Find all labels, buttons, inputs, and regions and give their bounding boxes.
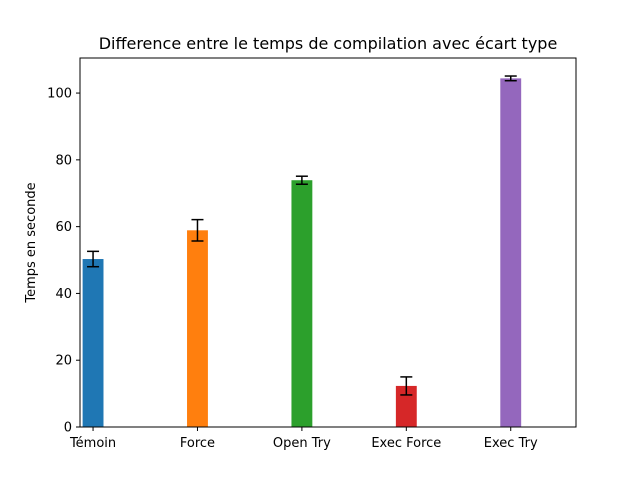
x-tick-label: Exec Force: [371, 436, 441, 451]
bar: [500, 78, 522, 428]
x-tick-label: Témoin: [69, 436, 116, 451]
y-tick-label: 0: [64, 421, 72, 436]
x-tick-label: Open Try: [273, 436, 331, 451]
y-tick-label: 80: [55, 153, 72, 168]
y-tick-label: 20: [55, 354, 72, 369]
y-tick-label: 60: [55, 220, 72, 235]
plot-area: 0 20 40 60 80 100 Témoin Force Open Try Exec Forc…: [47, 75, 538, 451]
x-tick-label: Exec Try: [484, 436, 538, 451]
bar: [187, 230, 208, 427]
bar: [291, 180, 313, 427]
bar: [395, 385, 417, 427]
y-axis-label: Temps en seconde: [24, 182, 39, 303]
y-tick-label: 100: [47, 87, 72, 102]
axes-frame: [79, 57, 577, 428]
chart-title: Difference entre le temps de compilation…: [99, 34, 558, 53]
x-tick-label: Force: [180, 436, 215, 451]
y-tick-label: 40: [55, 287, 72, 302]
bar: [82, 259, 104, 427]
